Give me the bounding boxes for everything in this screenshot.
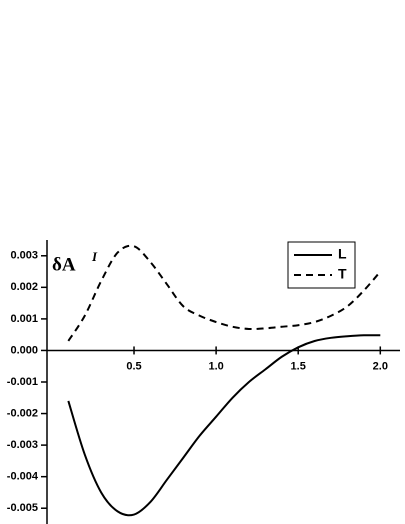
y-tick-label: 0.000 (10, 344, 38, 356)
y-tick-label: -0.004 (7, 471, 39, 483)
y-axis-label: δA (52, 254, 76, 275)
y-tick-label: -0.001 (7, 376, 38, 388)
y-axis-label-sup: I (91, 249, 98, 264)
line-series (67, 244, 382, 342)
x-tick-label: 1.0 (208, 360, 223, 372)
y-tick-label: 0.001 (10, 313, 38, 325)
y-tick-label: 0.003 (10, 250, 38, 262)
legend-label: L (338, 246, 347, 262)
legend-box (287, 241, 356, 289)
y-tick-label: 0.002 (10, 281, 38, 293)
y-tick-label: -0.005 (7, 502, 38, 514)
x-tick-label: 1.5 (291, 360, 306, 372)
line-series (67, 334, 381, 517)
y-tick-label: -0.003 (7, 439, 38, 451)
x-tick-label: 0.5 (126, 360, 141, 372)
legend-label: T (338, 266, 347, 282)
y-tick-label: -0.002 (7, 407, 38, 419)
x-tick-label: 2.0 (373, 360, 388, 372)
